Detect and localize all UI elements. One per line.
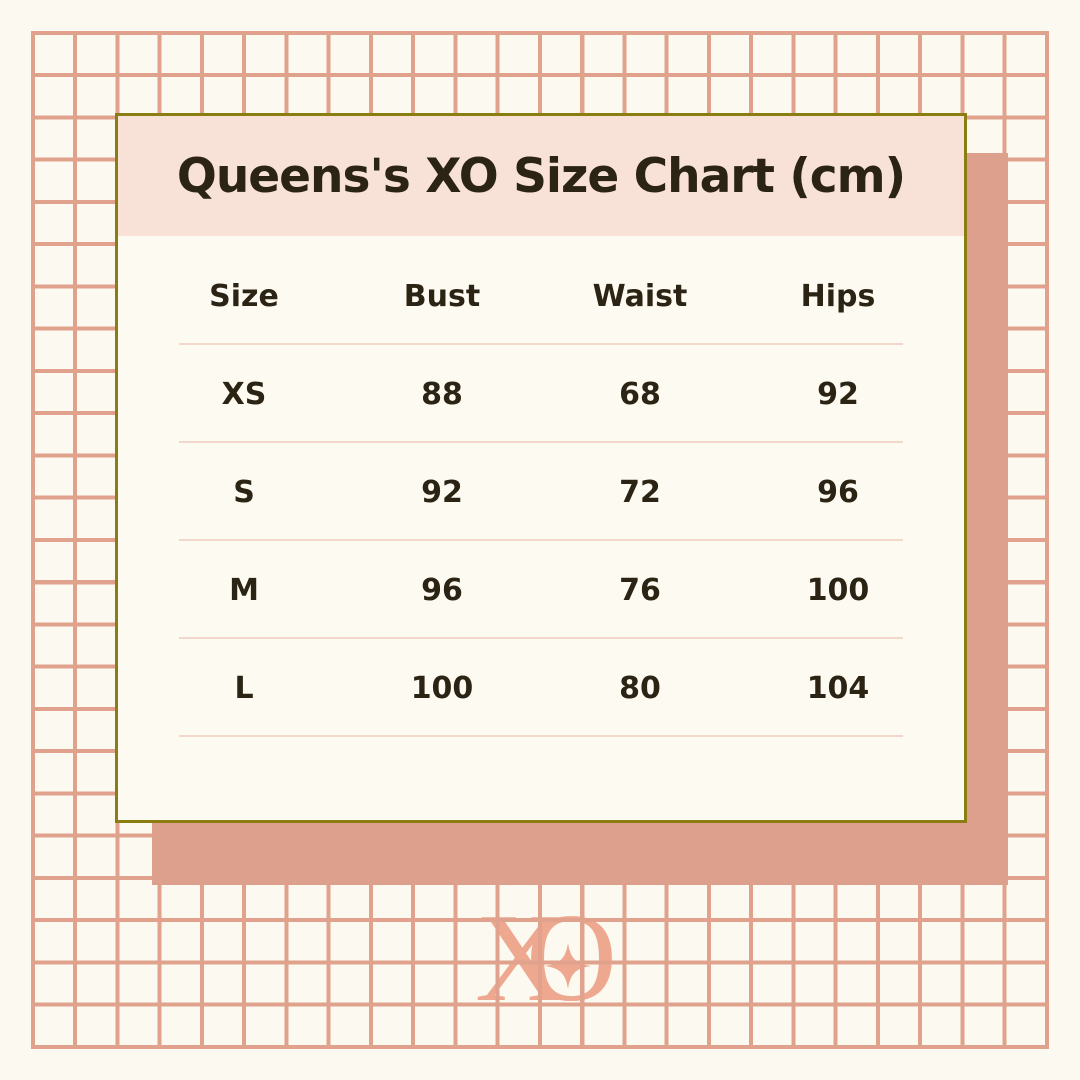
- brand-logo: XO: [475, 896, 617, 1022]
- cell-waist: 76: [619, 572, 661, 608]
- column-header-waist: Waist: [592, 279, 688, 314]
- cell-bust: 96: [421, 572, 463, 608]
- card-header: Queens's XO Size Chart (cm): [118, 116, 964, 236]
- column-header-hips: Hips: [800, 279, 876, 314]
- column-header-bust: Bust: [403, 279, 481, 314]
- column-header-size: Size: [209, 279, 279, 314]
- cell-hips: 104: [806, 670, 870, 706]
- table-header-row: Size Bust Waist Hips: [145, 236, 937, 345]
- cell-bust: 88: [421, 376, 463, 412]
- cell-waist: 80: [619, 670, 661, 706]
- cell-hips: 100: [806, 572, 870, 608]
- table-row-s: S 92 72 96: [145, 443, 937, 541]
- cell-hips: 92: [817, 376, 859, 412]
- size-chart-card: Queens's XO Size Chart (cm) Size Bust Wa…: [115, 113, 967, 823]
- cell-bust: 92: [421, 474, 463, 510]
- table-row-l: L 100 80 104: [145, 639, 937, 737]
- table-row-m: M 96 76 100: [145, 541, 937, 639]
- cell-waist: 68: [619, 376, 661, 412]
- cell-hips: 96: [817, 474, 859, 510]
- cell-waist: 72: [619, 474, 661, 510]
- cell-size: M: [229, 572, 259, 608]
- cell-size: S: [233, 474, 255, 510]
- cell-size: L: [234, 670, 254, 706]
- table-row-xs: XS 88 68 92: [145, 345, 937, 443]
- size-table: Size Bust Waist Hips XS 88 68 92 S 92 72…: [145, 236, 937, 737]
- sparkle-icon: [545, 943, 591, 989]
- page-title: Queens's XO Size Chart (cm): [176, 148, 906, 204]
- cell-size: XS: [221, 376, 267, 412]
- cell-bust: 100: [410, 670, 474, 706]
